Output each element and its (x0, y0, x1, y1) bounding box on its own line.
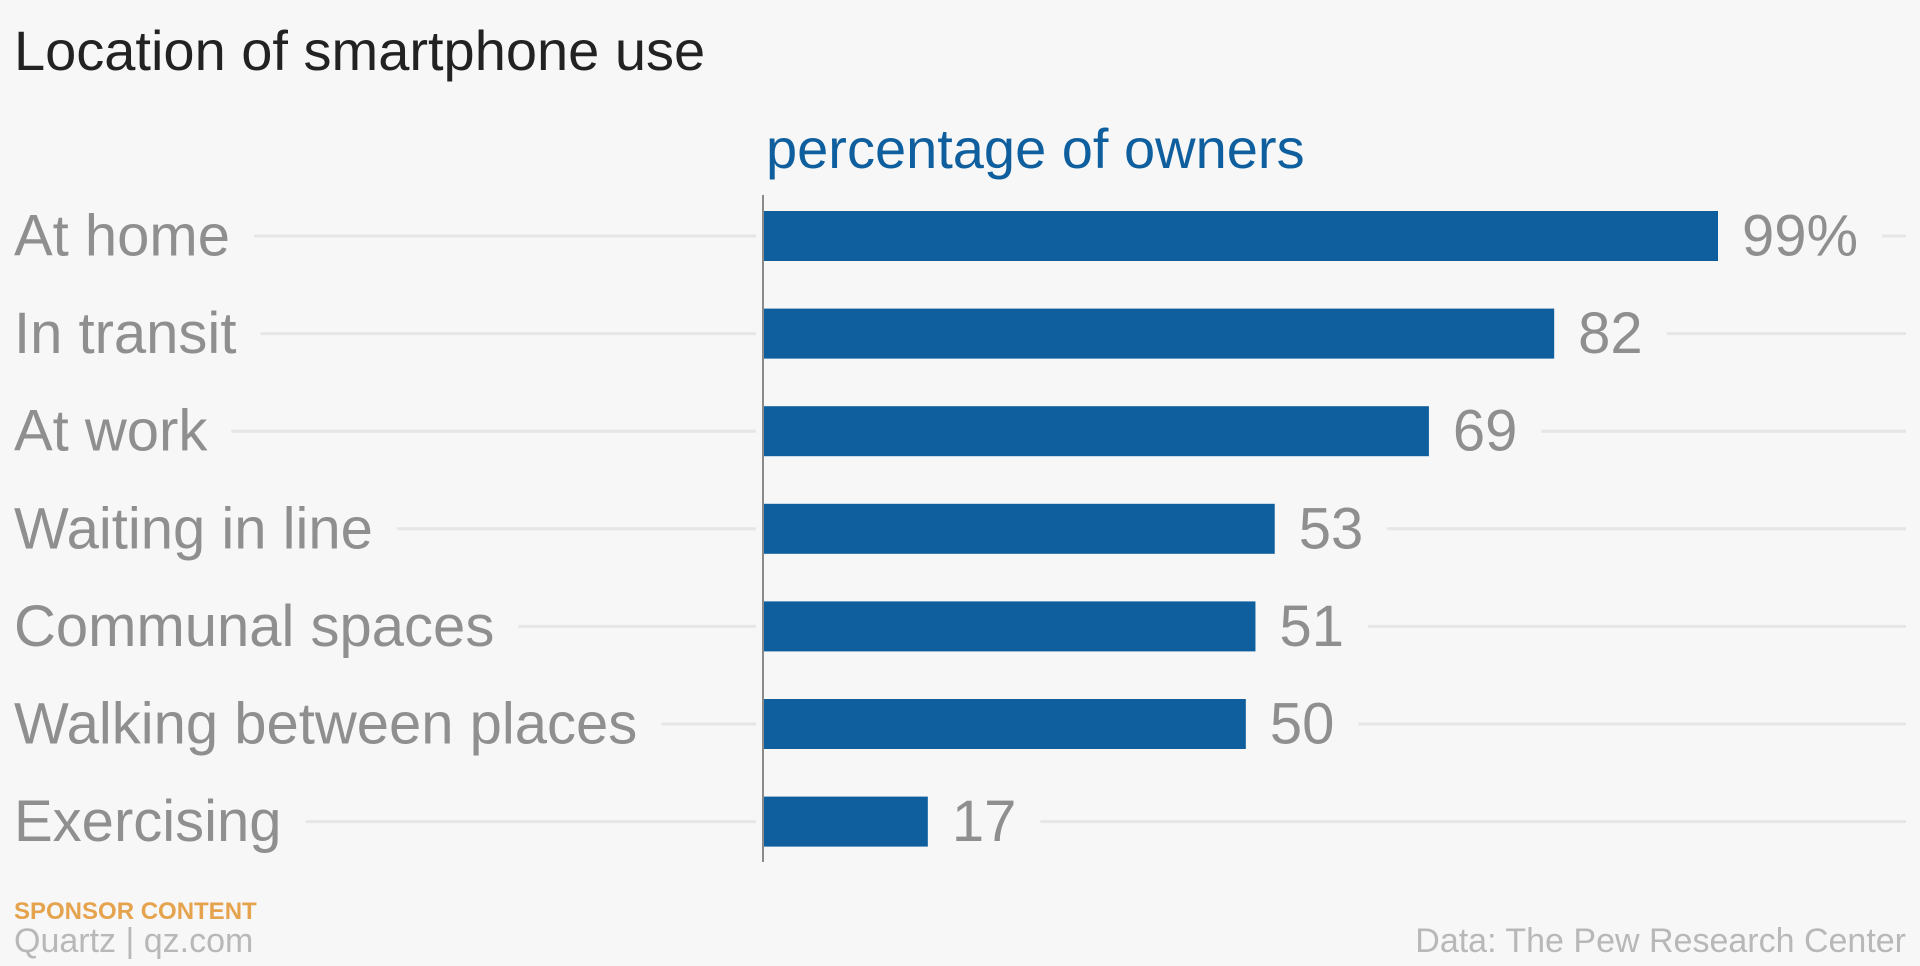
value-label: 82 (1578, 301, 1643, 366)
chart-title: Location of smartphone use (14, 19, 706, 82)
bar (764, 601, 1256, 652)
category-label: In transit (14, 301, 236, 366)
bar (764, 406, 1429, 457)
bar (764, 503, 1275, 554)
category-label: At work (14, 399, 208, 464)
bar (764, 699, 1246, 749)
category-label: Waiting in line (14, 496, 373, 561)
value-label: 17 (952, 789, 1017, 854)
bar (764, 796, 928, 847)
bar (764, 211, 1718, 261)
bar (764, 308, 1555, 359)
value-label: 51 (1279, 594, 1344, 659)
category-label: Communal spaces (14, 594, 494, 659)
sponsor-label: SPONSOR CONTENT (14, 898, 257, 925)
category-label: At home (14, 204, 230, 269)
grid-lines (231, 234, 1906, 824)
category-label: Walking between places (14, 692, 637, 757)
bars (764, 211, 1718, 847)
publisher-credit: Quartz | qz.com (14, 922, 254, 960)
value-label: 53 (1299, 496, 1364, 561)
value-label: 69 (1453, 399, 1518, 464)
category-label: Exercising (14, 789, 282, 854)
source-credit: Data: The Pew Research Center (1415, 922, 1906, 960)
value-label: 99% (1742, 204, 1858, 269)
labels: At home 99% In transit 82 At work 69 Waiting i… (14, 204, 1858, 855)
axis-title: percentage of owners (766, 117, 1305, 180)
value-label: 50 (1270, 692, 1335, 757)
